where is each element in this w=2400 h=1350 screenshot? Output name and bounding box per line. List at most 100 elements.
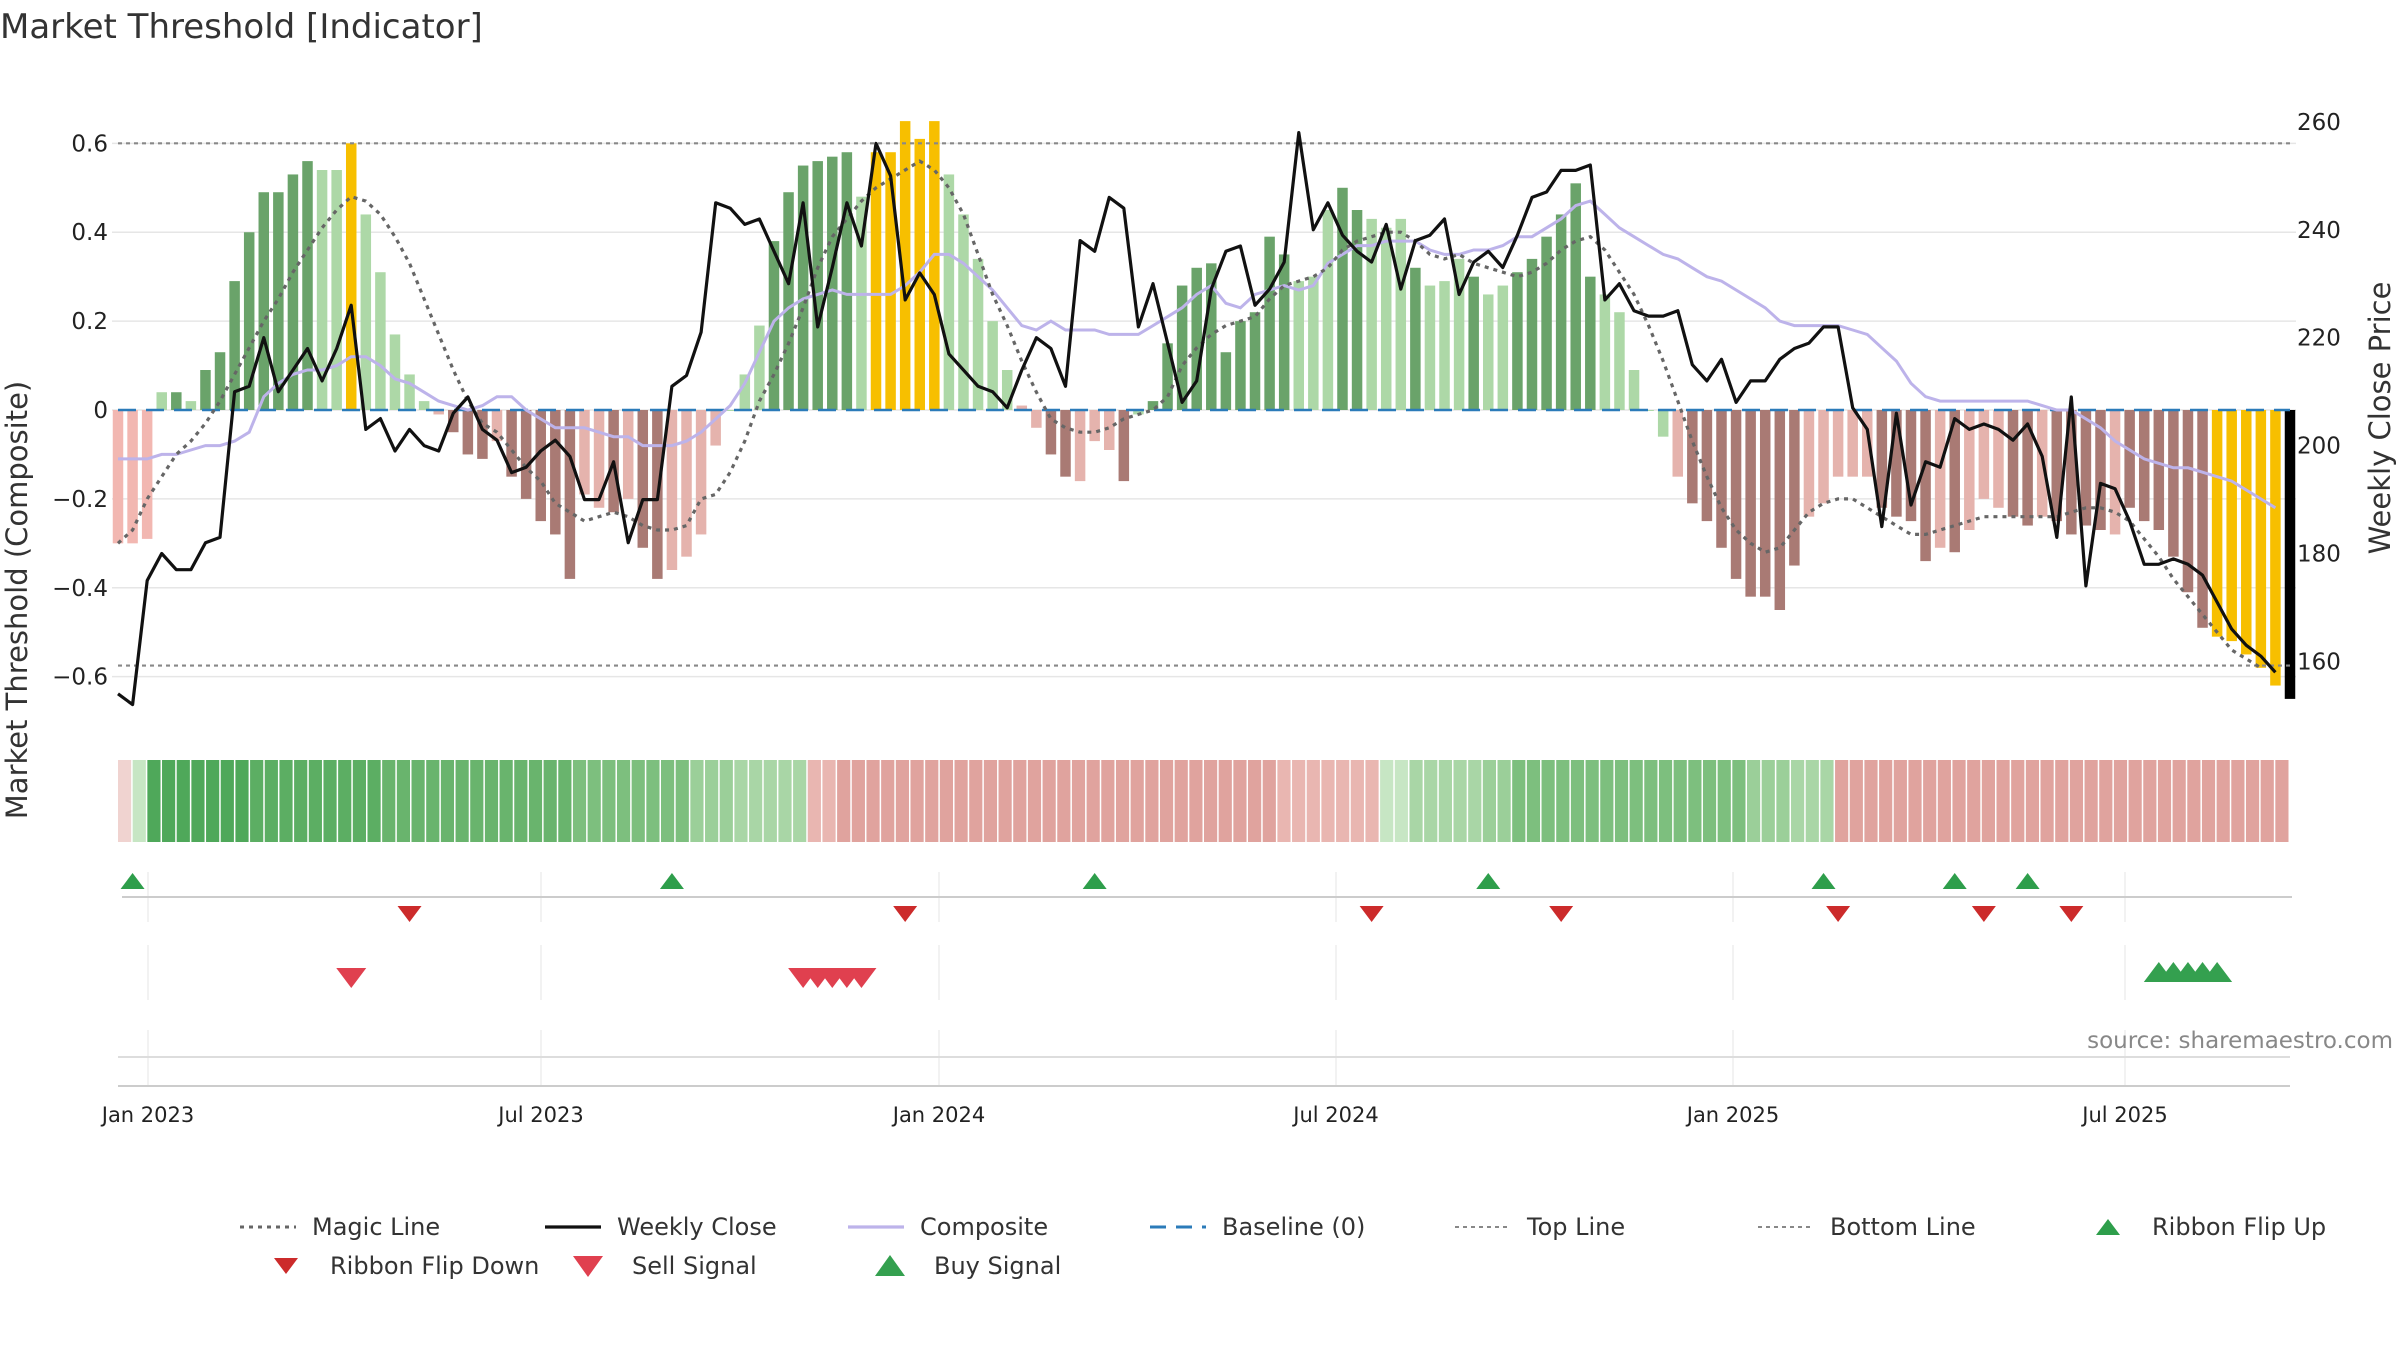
ribbon-cell — [426, 760, 440, 842]
legend-item: Composite — [848, 1213, 1048, 1241]
ribbon-cell — [2187, 760, 2201, 842]
ribbon-cell — [1879, 760, 1893, 842]
composite-bar — [1016, 405, 1028, 410]
composite-bar — [229, 281, 240, 410]
composite-bar — [1220, 352, 1232, 410]
ribbon-strip — [118, 760, 2289, 842]
ribbon-cell — [1321, 760, 1335, 842]
legend-item: Weekly Close — [545, 1213, 777, 1241]
composite-bar — [1964, 410, 1975, 530]
y-tick-label: 0 — [93, 398, 108, 424]
ribbon-cell — [118, 760, 132, 842]
ribbon-cell — [440, 760, 455, 842]
ribbon-cell — [705, 760, 719, 842]
composite-bar — [1541, 236, 1552, 410]
composite-bar — [1483, 294, 1494, 410]
composite-bar — [243, 232, 255, 410]
composite-bar — [2124, 410, 2135, 508]
x-tick-label: Jul 2025 — [2080, 1103, 2167, 1127]
ribbon-cell — [528, 760, 543, 842]
ribbon-cell — [220, 760, 234, 842]
composite-bar — [929, 121, 940, 410]
ribbon-cell — [2069, 760, 2084, 842]
composite-bar — [1555, 214, 1567, 410]
ribbon-cell — [587, 760, 601, 842]
ribbon-cell — [1497, 760, 1511, 842]
composite-bar — [695, 410, 707, 535]
ribbon-cell — [2260, 760, 2274, 842]
x-axis: Jan 2023 Jul 2023 Jan 2024 Jul 2024 Jan 2025… — [100, 1030, 2290, 1127]
composite-bar — [2270, 410, 2281, 686]
ribbon-cell — [1658, 760, 1673, 842]
composite-bar — [593, 410, 605, 508]
composite-line — [118, 199, 2277, 510]
ribbon-cell — [499, 760, 513, 842]
ribbon-cell — [616, 760, 631, 842]
composite-bar — [622, 410, 634, 499]
composite-bar — [433, 410, 444, 415]
composite-bar — [1439, 281, 1450, 410]
composite-bar — [506, 410, 517, 477]
composite-bar — [404, 374, 415, 410]
ribbon-cell — [1115, 760, 1130, 842]
composite-bar — [754, 325, 765, 410]
ribbon-cell — [646, 760, 660, 842]
ribbon-cell — [1981, 760, 1995, 842]
ribbon-cell — [1204, 760, 1218, 842]
ribbon-cell — [1556, 760, 1570, 842]
ribbon-cell — [338, 760, 352, 842]
y2-tick-label: 200 — [2297, 434, 2341, 460]
ribbon-flip-down-marker — [1549, 906, 1574, 922]
composite-bar — [1104, 410, 1115, 450]
composite-bar — [127, 410, 138, 544]
composite-bar — [2022, 410, 2033, 526]
composite-bar — [1628, 370, 1640, 410]
composite-bar — [1643, 410, 1654, 411]
composite-bar — [1759, 410, 1771, 597]
ribbon-cell — [1849, 760, 1863, 842]
ribbon-cell — [675, 760, 689, 842]
composite-bar — [827, 156, 838, 410]
ribbon-cell — [455, 760, 469, 842]
composite-bar — [1424, 285, 1436, 410]
legend-item: Buy Signal — [875, 1252, 1061, 1280]
composite-bar — [958, 214, 969, 410]
ribbon-flip-down-marker — [397, 906, 422, 922]
composite-bar — [564, 410, 576, 579]
composite-bar — [2226, 410, 2237, 642]
y-tick-label: −0.6 — [52, 665, 108, 691]
composite-bar — [681, 410, 692, 557]
ribbon-cell — [1086, 760, 1100, 842]
composite-bar — [1818, 410, 1829, 504]
composite-bar — [287, 174, 299, 410]
sell-signal-marker — [336, 968, 367, 988]
composite-bar — [1599, 294, 1611, 410]
composite-bar — [520, 410, 532, 499]
ribbon-cell — [881, 760, 895, 842]
x-tick-label: Jul 2024 — [1291, 1103, 1378, 1127]
composite-bar — [112, 410, 124, 544]
composite-bar — [2007, 410, 2019, 517]
ribbon-flip-panel — [120, 872, 2292, 922]
ribbon-flip-down-marker — [893, 906, 918, 922]
ribbon-cell — [661, 760, 675, 842]
composite-bar — [2168, 410, 2179, 557]
composite-bar — [2066, 410, 2077, 535]
composite-bar — [1366, 218, 1377, 410]
ribbon-cell — [1438, 760, 1452, 842]
ribbon-cell — [1306, 760, 1320, 842]
ribbon-cell — [1380, 760, 1394, 842]
legend-label: Magic Line — [312, 1213, 440, 1241]
composite-bar — [1614, 312, 1625, 410]
ribbon-cell — [162, 760, 176, 842]
ribbon-cell — [2099, 760, 2113, 842]
composite-bar — [273, 192, 284, 410]
ribbon-flip-down-marker — [1359, 906, 1384, 922]
composite-bar — [1191, 267, 1202, 410]
x-tick-label: Jan 2023 — [100, 1103, 195, 1127]
y-tick-label: 0.4 — [71, 220, 108, 246]
ribbon-cell — [1409, 760, 1423, 842]
composite-bar — [1278, 254, 1290, 410]
composite-bar — [1322, 210, 1334, 410]
signal-panel — [147, 945, 2233, 1000]
